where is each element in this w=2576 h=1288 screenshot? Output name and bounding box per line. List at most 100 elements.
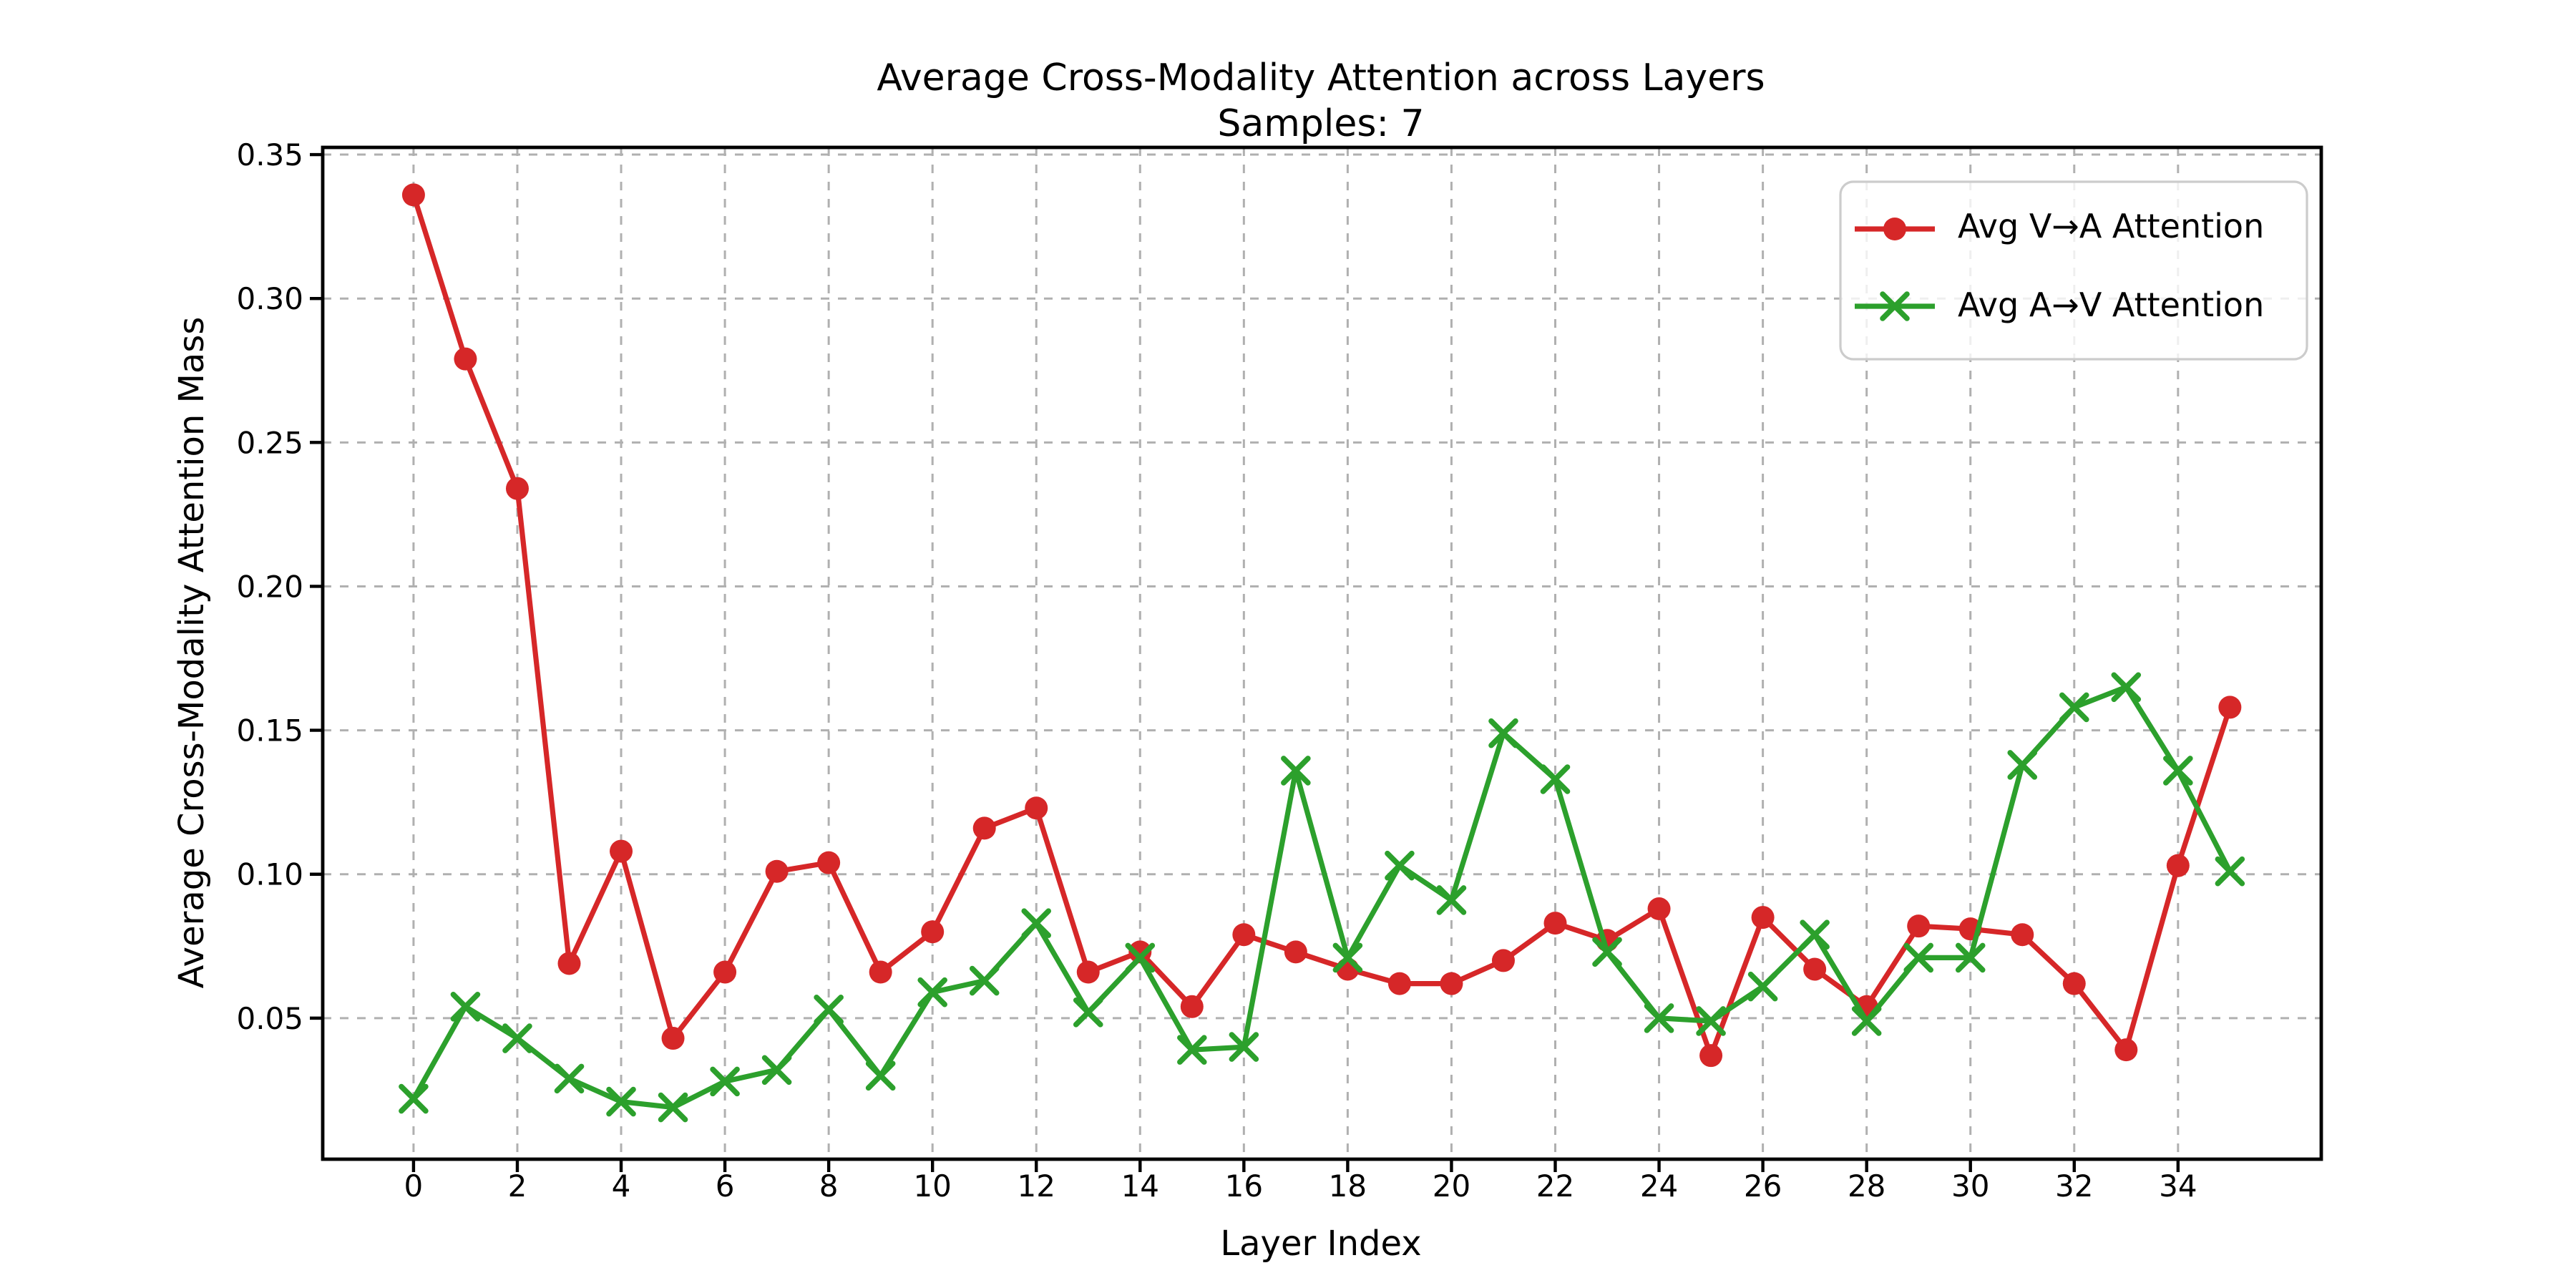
- data-point-marker-0: [972, 816, 996, 840]
- data-point-marker-1: [1385, 850, 1415, 881]
- x-tick-label: 28: [1848, 1169, 1885, 1204]
- data-point-marker-0: [505, 477, 529, 500]
- data-point-marker-0: [1647, 897, 1671, 921]
- data-point-marker-1: [1540, 764, 1571, 794]
- data-point-marker-1: [710, 1066, 740, 1097]
- data-point-marker-0: [661, 1027, 685, 1050]
- plot-border: [321, 145, 2323, 1161]
- data-point-marker-0: [1440, 972, 1463, 995]
- data-point-marker-1: [1592, 937, 1622, 967]
- x-tick-label: 22: [1536, 1169, 1574, 1204]
- x-tick-label: 4: [612, 1169, 631, 1204]
- data-point-marker-0: [2114, 1038, 2138, 1062]
- x-tick-label: 8: [819, 1169, 839, 1204]
- data-point-marker-0: [2062, 972, 2086, 995]
- data-point-marker-1: [1177, 1035, 1207, 1065]
- data-point-marker-0: [557, 952, 581, 975]
- data-point-marker-1: [554, 1063, 585, 1094]
- legend-sample-marker-1: [1880, 291, 1910, 321]
- y-tick-label: 0.05: [236, 1001, 303, 1036]
- y-axis-label: Average Cross-Modality Attention Mass: [172, 317, 212, 989]
- data-point-marker-0: [1387, 972, 1411, 995]
- data-point-marker-0: [869, 960, 892, 984]
- y-tick-label: 0.30: [236, 281, 303, 316]
- data-point-marker-1: [1696, 1006, 1726, 1036]
- data-point-marker-1: [761, 1055, 792, 1085]
- data-point-marker-0: [1025, 796, 1048, 820]
- axes-layer: 0 2 4 6 8 10 12 14 16 18 20 22 24 26 28 30 32 340.050.100…: [236, 137, 2197, 1204]
- x-tick-label: 12: [1018, 1169, 1055, 1204]
- x-tick-label: 32: [2055, 1169, 2093, 1204]
- x-tick-label: 14: [1121, 1169, 1159, 1204]
- data-point-marker-1: [865, 1060, 896, 1091]
- data-point-marker-0: [1232, 923, 1256, 947]
- y-tick-label: 0.35: [236, 137, 303, 172]
- data-point-marker-1: [1800, 919, 1830, 950]
- legend-label-a-to-v: Avg A→V Attention: [1958, 286, 2264, 324]
- data-point-marker-1: [1332, 942, 1363, 973]
- data-point-marker-1: [1125, 942, 1156, 973]
- legend-box: [1839, 180, 2308, 361]
- series-line-1: [411, 684, 2233, 1111]
- data-point-marker-1: [1903, 942, 1933, 973]
- data-point-marker-1: [969, 965, 1000, 996]
- data-point-marker-0: [921, 920, 945, 944]
- data-point-marker-1: [1955, 942, 1986, 973]
- data-point-marker-1: [2163, 756, 2193, 786]
- x-tick-label: 20: [1433, 1169, 1470, 1204]
- x-tick-label: 6: [716, 1169, 735, 1204]
- data-point-marker-0: [817, 851, 841, 874]
- x-tick-label: 30: [1951, 1169, 1989, 1204]
- data-point-marker-1: [1073, 997, 1103, 1028]
- data-point-marker-0: [765, 859, 789, 883]
- x-tick-label: 0: [404, 1169, 424, 1204]
- data-point-marker-1: [814, 995, 844, 1025]
- legend-label-v-to-a: Avg V→A Attention: [1958, 207, 2264, 245]
- data-point-marker-0: [1491, 949, 1515, 972]
- y-tick-label: 0.20: [236, 569, 303, 604]
- series-layer: [399, 183, 2245, 1123]
- data-point-marker-1: [2111, 672, 2142, 703]
- data-point-marker-0: [2166, 854, 2190, 877]
- data-point-marker-1: [1436, 885, 1467, 915]
- data-point-marker-0: [1076, 960, 1100, 984]
- data-point-marker-0: [1180, 995, 1204, 1018]
- data-point-marker-0: [401, 183, 425, 207]
- chart-title: Average Cross-Modality Attention across …: [877, 57, 1765, 99]
- data-point-marker-1: [2215, 856, 2245, 887]
- data-point-marker-1: [917, 977, 947, 1008]
- data-point-marker-1: [1281, 756, 1311, 786]
- x-tick-label: 26: [1744, 1169, 1782, 1204]
- chart-subtitle: Samples: 7: [1217, 102, 1424, 145]
- data-point-marker-1: [1021, 908, 1052, 938]
- data-point-marker-0: [2218, 696, 2242, 719]
- x-axis-label: Layer Index: [1220, 1224, 1421, 1264]
- data-point-marker-1: [450, 991, 481, 1022]
- x-tick-label: 16: [1225, 1169, 1263, 1204]
- data-point-marker-0: [1699, 1044, 1723, 1068]
- legend: Avg V→A Attention Avg A→V Attention: [1839, 180, 2308, 361]
- data-point-marker-0: [1803, 957, 1827, 981]
- data-point-marker-0: [610, 839, 633, 863]
- y-tick-label: 0.10: [236, 857, 303, 892]
- legend-samples: [1855, 218, 1935, 321]
- x-tick-label: 18: [1329, 1169, 1367, 1204]
- x-tick-label: 2: [508, 1169, 527, 1204]
- data-point-marker-1: [399, 1083, 429, 1114]
- data-point-marker-0: [1751, 906, 1775, 930]
- data-point-marker-1: [1747, 971, 1778, 1002]
- x-tick-label: 10: [913, 1169, 951, 1204]
- data-point-marker-1: [1488, 718, 1518, 748]
- data-point-marker-0: [1128, 940, 1152, 964]
- data-point-marker-1: [2007, 750, 2038, 780]
- data-point-marker-1: [606, 1086, 636, 1117]
- data-point-marker-1: [1851, 1006, 1882, 1036]
- data-point-marker-1: [502, 1023, 532, 1053]
- legend-sample-marker-0: [1883, 218, 1906, 240]
- data-point-marker-0: [713, 960, 737, 984]
- data-point-marker-0: [454, 347, 477, 371]
- data-point-marker-0: [1907, 914, 1931, 938]
- y-tick-label: 0.15: [236, 713, 303, 748]
